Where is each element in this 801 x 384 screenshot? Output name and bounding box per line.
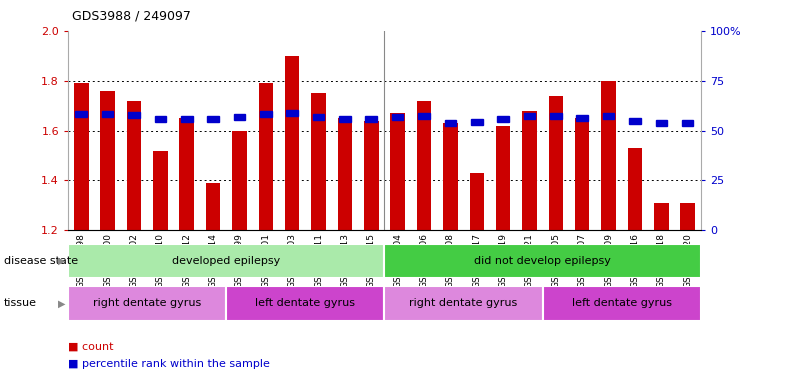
Bar — [390, 113, 405, 230]
Bar — [179, 118, 194, 230]
Bar — [575, 118, 590, 230]
Bar — [227, 286, 384, 321]
Bar — [469, 173, 484, 230]
Bar — [682, 120, 694, 126]
Bar — [365, 116, 377, 122]
Text: ▶: ▶ — [58, 298, 66, 308]
Bar — [287, 110, 298, 116]
Bar — [155, 116, 166, 122]
Bar — [384, 286, 543, 321]
Bar — [68, 286, 227, 321]
Bar — [680, 203, 695, 230]
Bar — [655, 120, 667, 126]
Text: developed epilepsy: developed epilepsy — [172, 256, 280, 266]
Bar — [68, 244, 384, 278]
Bar — [445, 120, 457, 126]
Bar — [417, 101, 431, 230]
Text: ▶: ▶ — [58, 256, 66, 266]
Text: disease state: disease state — [4, 256, 78, 266]
Bar — [543, 286, 701, 321]
Bar — [339, 116, 351, 122]
Bar — [181, 116, 192, 122]
Text: left dentate gyrus: left dentate gyrus — [256, 298, 356, 308]
Text: tissue: tissue — [4, 298, 37, 308]
Bar — [418, 113, 430, 119]
Text: left dentate gyrus: left dentate gyrus — [572, 298, 672, 308]
Bar — [524, 113, 535, 119]
Bar — [550, 113, 562, 119]
Text: ■ count: ■ count — [68, 341, 114, 351]
Bar — [153, 151, 167, 230]
Text: right dentate gyrus: right dentate gyrus — [93, 298, 201, 308]
Bar — [654, 203, 669, 230]
Bar — [260, 111, 272, 118]
Bar — [259, 83, 273, 230]
Bar — [102, 111, 114, 118]
Bar — [285, 56, 300, 230]
Text: ■ percentile rank within the sample: ■ percentile rank within the sample — [68, 359, 270, 369]
Bar — [74, 83, 89, 230]
Bar — [364, 121, 379, 230]
Bar — [206, 183, 220, 230]
Bar — [471, 119, 482, 125]
Bar — [392, 114, 404, 120]
Bar — [522, 111, 537, 230]
Bar — [128, 112, 140, 118]
Bar — [232, 131, 247, 230]
Bar — [577, 115, 588, 121]
Bar — [603, 113, 614, 119]
Bar — [100, 91, 115, 230]
Bar — [338, 118, 352, 230]
Bar — [234, 114, 245, 120]
Text: did not develop epilepsy: did not develop epilepsy — [474, 256, 611, 266]
Bar — [312, 114, 324, 120]
Bar — [629, 118, 641, 124]
Bar — [602, 81, 616, 230]
Bar — [312, 93, 326, 230]
Bar — [384, 244, 701, 278]
Bar — [496, 126, 510, 230]
Text: right dentate gyrus: right dentate gyrus — [409, 298, 517, 308]
Bar — [628, 148, 642, 230]
Bar — [207, 116, 219, 122]
Bar — [443, 123, 457, 230]
Bar — [549, 96, 563, 230]
Bar — [127, 101, 141, 230]
Bar — [75, 111, 87, 118]
Bar — [497, 116, 509, 122]
Text: GDS3988 / 249097: GDS3988 / 249097 — [72, 10, 191, 23]
